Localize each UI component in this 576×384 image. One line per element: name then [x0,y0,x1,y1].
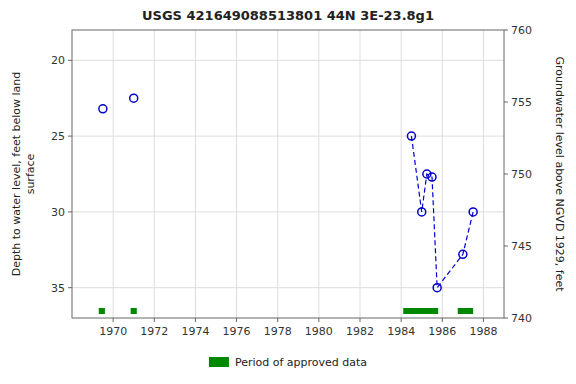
tick-y [68,287,72,288]
legend-swatch [209,357,229,367]
tick-label-y: 35 [51,282,65,295]
tick-label-y2: 740 [511,312,532,325]
approved-period-bar [131,308,137,314]
tick-label-y: 20 [51,54,65,67]
approved-period-bar [458,308,473,314]
tick-x [483,318,484,322]
tick-label-x: 1978 [264,325,292,338]
tick-label-x: 1980 [305,325,333,338]
grid-line-y [72,287,504,288]
tick-x [442,318,443,322]
grid-line-x [154,30,155,318]
data-point [433,284,441,292]
tick-label-x: 1982 [346,325,374,338]
grid-line-x [277,30,278,318]
axes: 1970 1972 1974 1976 1978 1980 1982 1984 1986 1988… [51,24,532,338]
grid-line-x [442,30,443,318]
tick-y2 [504,246,508,247]
y-axis-label: Depth to water level, feet below landsur… [10,72,37,277]
series-line [411,136,473,288]
chart: 1970 1972 1974 1976 1978 1980 1982 1984 1986 1988… [0,0,576,384]
approved-period-bar [99,308,105,314]
tick-x [360,318,361,322]
tick-label-y: 25 [51,130,65,143]
tick-y2 [504,318,508,319]
tick-y2 [504,174,508,175]
data-point [459,250,467,258]
data-point [130,94,138,102]
grid-line-x [360,30,361,318]
tick-y [68,60,72,61]
grid-line-y [72,211,504,212]
plot-frame [72,30,504,318]
grid [72,30,504,318]
tick-x [113,318,114,322]
y2-axis-label: Groundwater level above NGVD 1929, feet [553,56,566,292]
tick-label-y: 30 [51,206,65,219]
grid-line-x [318,30,319,318]
tick-label-x: 1984 [387,325,415,338]
grid-line-x [236,30,237,318]
title: USGS 421649088513801 44N 3E-23.8g1 [142,8,434,23]
tick-label-y2: 760 [511,24,532,37]
tick-x [318,318,319,322]
tick-label-x: 1972 [140,325,168,338]
tick-y2 [504,102,508,103]
tick-label-y2: 755 [511,96,532,109]
grid-line-x [483,30,484,318]
grid-line-x [401,30,402,318]
tick-y [68,136,72,137]
data-point [428,173,436,181]
tick-label-x: 1976 [223,325,251,338]
data-point [407,132,415,140]
grid-line-x [195,30,196,318]
tick-x [401,318,402,322]
tick-label-y2: 745 [511,240,532,253]
tick-x [195,318,196,322]
grid-line-y [72,136,504,137]
y-axis-label-line: Depth to water level, feet below land [10,72,23,277]
grid-line-y [72,60,504,61]
approved-period-bar [403,308,438,314]
tick-y [68,211,72,212]
tick-label-x: 1988 [469,325,497,338]
tick-y2 [504,30,508,31]
tick-label-y2: 750 [511,168,532,181]
tick-label-x: 1986 [428,325,456,338]
data-point [99,105,107,113]
tick-label-x: 1970 [99,325,127,338]
grid-line-x [113,30,114,318]
data-point [469,208,477,216]
tick-x [154,318,155,322]
legend: Period of approved data [209,356,367,369]
tick-x [277,318,278,322]
tick-x [236,318,237,322]
legend-label: Period of approved data [235,356,367,369]
data-point [418,208,426,216]
plot-data [99,94,477,314]
tick-label-x: 1974 [181,325,209,338]
y-axis-label-line: surface [24,153,37,194]
